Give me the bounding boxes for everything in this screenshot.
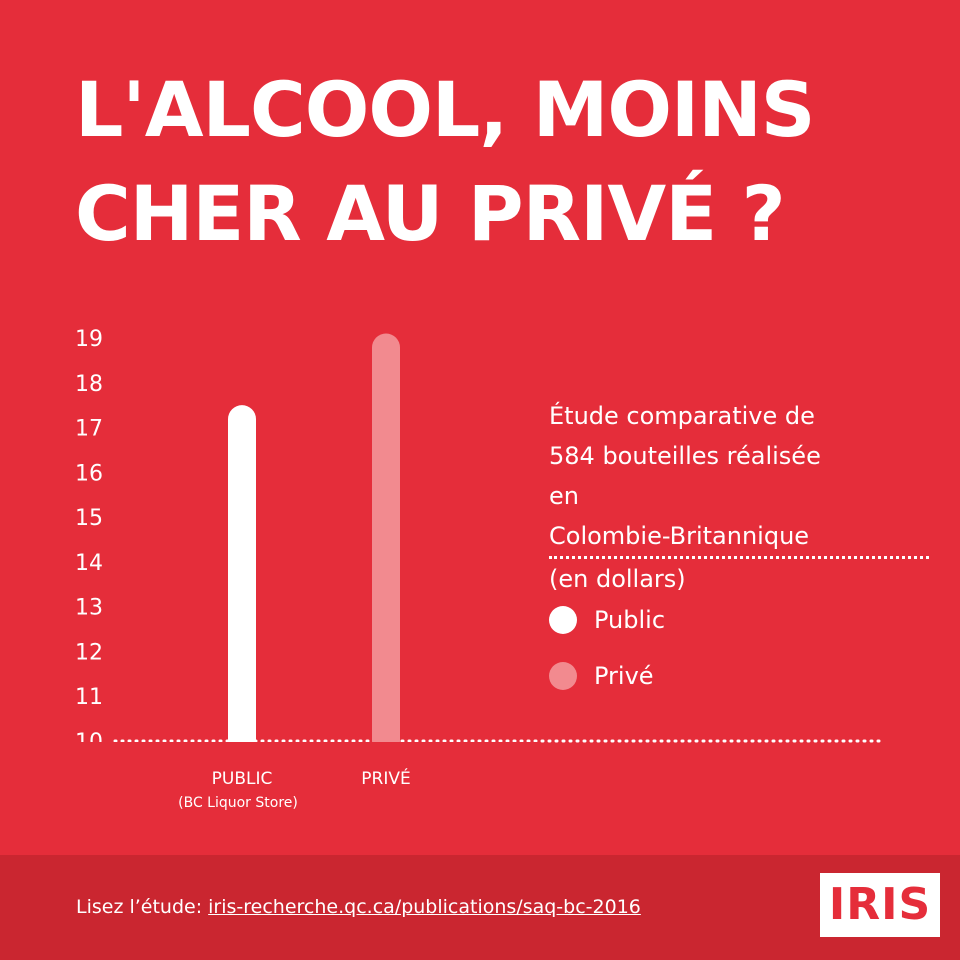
- iris-logo[interactable]: IRIS: [820, 873, 940, 937]
- y-tick-label: 12: [75, 640, 103, 665]
- title-line-1: L'ALCOOL, MOINS: [75, 65, 816, 154]
- title-line-2: CHER AU PRIVÉ ?: [75, 169, 786, 258]
- description-line-4: (en dollars): [549, 565, 686, 593]
- bar-public: [228, 405, 256, 755]
- legend-swatch-public: [549, 606, 577, 634]
- legend-item-public: Public: [549, 592, 665, 648]
- x-axis: PUBLIC (BC Liquor Store) PRIVÉ: [178, 767, 411, 811]
- description-line-3: en Colombie-Britannique: [549, 476, 929, 559]
- x-tick-sublabel: (BC Liquor Store): [178, 795, 298, 811]
- y-tick-label: 17: [75, 417, 103, 442]
- footer-bar: Lisez l’étude: iris-recherche.qc.ca/publ…: [0, 855, 960, 960]
- y-tick-label: 11: [75, 685, 103, 710]
- description-line-2: 584 bouteilles réalisée: [549, 442, 821, 470]
- y-tick-label: 14: [75, 551, 103, 576]
- bar-base-mask: [0, 742, 540, 772]
- x-tick-label: PUBLIC: [212, 769, 273, 789]
- y-axis: 10111213141516171819: [75, 327, 103, 755]
- footer-text: Lisez l’étude: iris-recherche.qc.ca/publ…: [76, 894, 641, 920]
- legend-swatch-prive: [549, 662, 577, 690]
- y-tick-label: 15: [75, 506, 103, 531]
- chart-legend: Public Privé: [549, 592, 665, 704]
- legend-label-prive: Privé: [594, 662, 654, 690]
- y-tick-label: 13: [75, 596, 103, 621]
- legend-item-prive: Privé: [549, 648, 665, 704]
- description-line-1: Étude comparative de: [549, 402, 815, 430]
- page-title: L'ALCOOL, MOINS CHER AU PRIVÉ ?: [75, 58, 895, 266]
- chart-description: Étude comparative de 584 bouteilles réal…: [549, 396, 929, 599]
- y-tick-label: 19: [75, 327, 103, 352]
- bars: [0, 333, 540, 772]
- legend-label-public: Public: [594, 606, 666, 634]
- description-highlight: Colombie-Britannique: [549, 516, 929, 559]
- y-tick-label: 16: [75, 461, 103, 486]
- study-link[interactable]: iris-recherche.qc.ca/publications/saq-bc…: [208, 896, 641, 918]
- footer-prefix: Lisez l’étude:: [76, 896, 209, 918]
- bar-chart: 10111213141516171819 PUBLIC(BC Liquor St…: [0, 327, 887, 811]
- description-line-3-prefix: en: [549, 482, 579, 510]
- x-tick-label: PRIVÉ: [361, 767, 410, 789]
- bar-prive: [372, 333, 400, 755]
- y-tick-label: 18: [75, 372, 103, 397]
